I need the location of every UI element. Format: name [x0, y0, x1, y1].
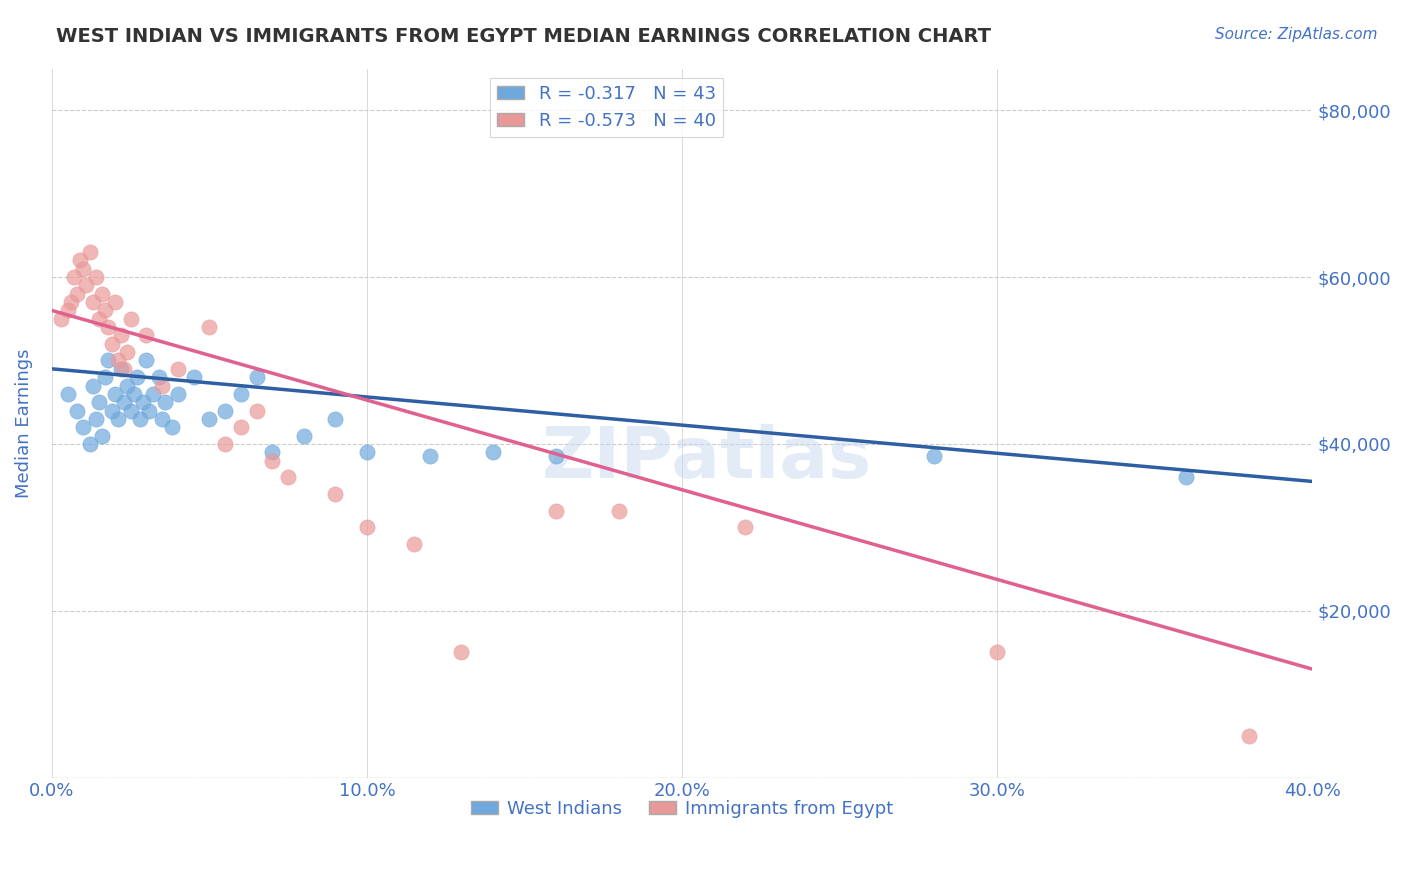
- Point: [97, 320, 120, 334]
- Point: [117, 345, 139, 359]
- Point: [148, 370, 170, 384]
- Point: [214, 437, 236, 451]
- Point: [229, 420, 252, 434]
- Point: [277, 470, 299, 484]
- Point: [79, 245, 101, 260]
- Point: [142, 387, 165, 401]
- Point: [450, 645, 472, 659]
- Point: [66, 403, 89, 417]
- Point: [66, 286, 89, 301]
- Point: [112, 395, 135, 409]
- Point: [419, 450, 441, 464]
- Point: [56, 303, 79, 318]
- Point: [986, 645, 1008, 659]
- Point: [544, 450, 567, 464]
- Point: [72, 420, 94, 434]
- Point: [544, 503, 567, 517]
- Point: [84, 270, 107, 285]
- Point: [110, 361, 132, 376]
- Point: [198, 320, 221, 334]
- Point: [91, 286, 114, 301]
- Point: [75, 278, 97, 293]
- Point: [104, 295, 127, 310]
- Point: [62, 270, 84, 285]
- Point: [107, 353, 129, 368]
- Point: [1239, 729, 1261, 743]
- Point: [135, 353, 157, 368]
- Point: [262, 445, 284, 459]
- Point: [120, 403, 142, 417]
- Point: [292, 428, 315, 442]
- Point: [198, 412, 221, 426]
- Point: [82, 295, 104, 310]
- Point: [120, 311, 142, 326]
- Point: [87, 395, 110, 409]
- Point: [122, 387, 145, 401]
- Point: [79, 437, 101, 451]
- Point: [97, 353, 120, 368]
- Point: [607, 503, 630, 517]
- Point: [51, 311, 73, 326]
- Point: [87, 311, 110, 326]
- Point: [262, 453, 284, 467]
- Point: [229, 387, 252, 401]
- Point: [91, 428, 114, 442]
- Point: [325, 487, 347, 501]
- Point: [166, 387, 188, 401]
- Point: [150, 378, 173, 392]
- Point: [117, 378, 139, 392]
- Y-axis label: Median Earnings: Median Earnings: [15, 348, 32, 498]
- Point: [166, 361, 188, 376]
- Point: [129, 412, 152, 426]
- Point: [1175, 470, 1198, 484]
- Point: [404, 537, 426, 551]
- Point: [110, 328, 132, 343]
- Point: [59, 295, 82, 310]
- Legend: West Indians, Immigrants from Egypt: West Indians, Immigrants from Egypt: [464, 793, 901, 825]
- Point: [132, 395, 155, 409]
- Point: [214, 403, 236, 417]
- Point: [94, 303, 117, 318]
- Point: [104, 387, 127, 401]
- Point: [482, 445, 505, 459]
- Point: [72, 261, 94, 276]
- Point: [246, 403, 269, 417]
- Point: [112, 361, 135, 376]
- Text: WEST INDIAN VS IMMIGRANTS FROM EGYPT MEDIAN EARNINGS CORRELATION CHART: WEST INDIAN VS IMMIGRANTS FROM EGYPT MED…: [56, 27, 991, 45]
- Point: [100, 403, 122, 417]
- Point: [82, 378, 104, 392]
- Text: Source: ZipAtlas.com: Source: ZipAtlas.com: [1215, 27, 1378, 42]
- Point: [69, 253, 91, 268]
- Point: [138, 403, 160, 417]
- Point: [325, 412, 347, 426]
- Point: [922, 450, 945, 464]
- Point: [56, 387, 79, 401]
- Text: ZIPatlas: ZIPatlas: [543, 424, 872, 493]
- Point: [160, 420, 183, 434]
- Point: [125, 370, 148, 384]
- Point: [107, 412, 129, 426]
- Point: [356, 520, 378, 534]
- Point: [150, 412, 173, 426]
- Point: [94, 370, 117, 384]
- Point: [356, 445, 378, 459]
- Point: [100, 336, 122, 351]
- Point: [183, 370, 205, 384]
- Point: [84, 412, 107, 426]
- Point: [155, 395, 177, 409]
- Point: [246, 370, 269, 384]
- Point: [135, 328, 157, 343]
- Point: [734, 520, 756, 534]
